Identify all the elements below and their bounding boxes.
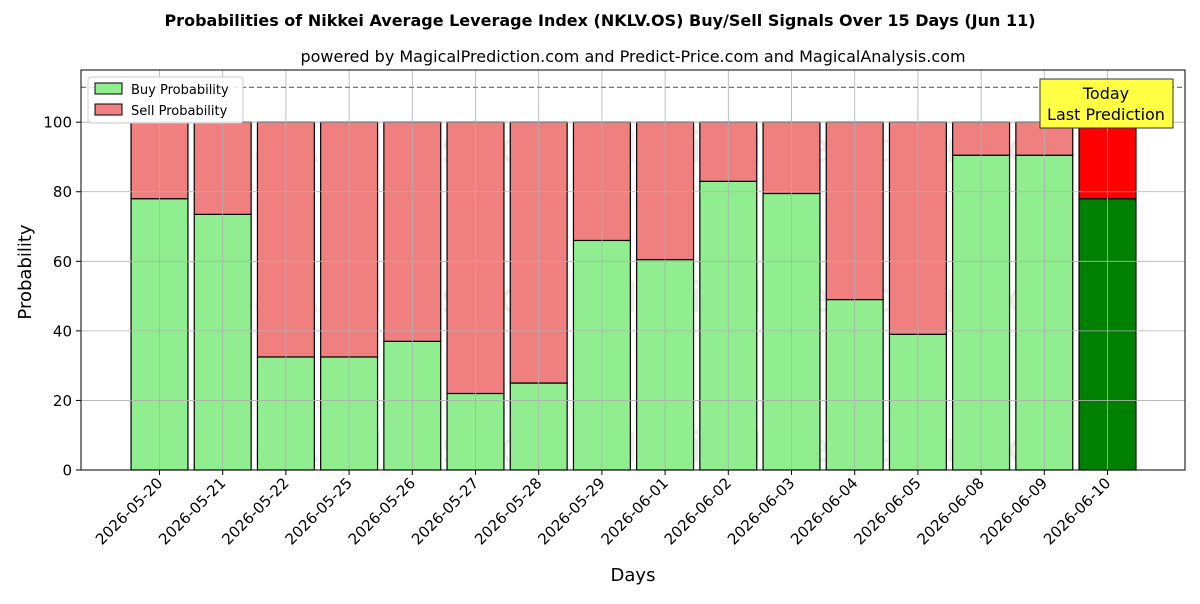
x-tick-label: 2026-05-26: [345, 474, 419, 548]
x-tick-label: 2026-06-03: [724, 474, 798, 548]
annotation-box: [1039, 78, 1174, 129]
legend-label-buy: Buy Probability: [131, 83, 229, 98]
x-tick-label: 2026-06-02: [661, 474, 735, 548]
x-tick-label: 2026-06-09: [977, 474, 1051, 548]
legend-frame: [87, 76, 244, 124]
y-tick-label: 0: [62, 462, 72, 480]
x-tick-label: 2026-06-08: [914, 474, 988, 548]
y-tick-label: 20: [53, 392, 72, 410]
x-tick-label: 2026-05-22: [218, 474, 292, 548]
x-tick-label: 2026-05-25: [282, 474, 356, 548]
x-tick-label: 2026-05-20: [92, 474, 166, 548]
x-tick-label: 2026-05-29: [534, 474, 608, 548]
x-tick-label: 2026-06-01: [598, 474, 672, 548]
today-annotation: Today Last Prediction: [1039, 78, 1174, 129]
legend: Buy Probability Sell Probability: [87, 76, 244, 124]
x-tick-label: 2026-05-21: [155, 474, 229, 548]
x-axis-label: Days: [611, 565, 656, 586]
plot-frame: [80, 69, 1186, 471]
chart-title: Probabilities of Nikkei Average Leverage…: [164, 11, 1035, 30]
x-tick-label: 2026-06-10: [1040, 474, 1114, 548]
annotation-line-1: Today: [1082, 84, 1129, 103]
y-axis-label: Probability: [15, 224, 36, 319]
x-tick-label: 2026-06-04: [787, 474, 861, 548]
y-tick-label: 80: [53, 183, 72, 201]
x-tick-label: 2026-06-05: [850, 474, 924, 548]
x-tick-label: 2026-05-27: [408, 474, 482, 548]
y-tick-label: 100: [43, 114, 72, 132]
chart-subtitle: powered by MagicalPrediction.com and Pre…: [300, 47, 965, 66]
y-tick-label: 60: [53, 253, 72, 271]
legend-swatch-buy: [94, 82, 123, 95]
plot-area: MagicalAnalysis.comMagicalPrediction.com…: [43, 69, 1186, 548]
annotation-line-2: Last Prediction: [1047, 105, 1165, 124]
legend-label-sell: Sell Probability: [131, 104, 228, 119]
legend-swatch-sell: [94, 103, 123, 116]
x-tick-label: 2026-05-28: [471, 474, 545, 548]
y-tick-label: 40: [53, 322, 72, 340]
